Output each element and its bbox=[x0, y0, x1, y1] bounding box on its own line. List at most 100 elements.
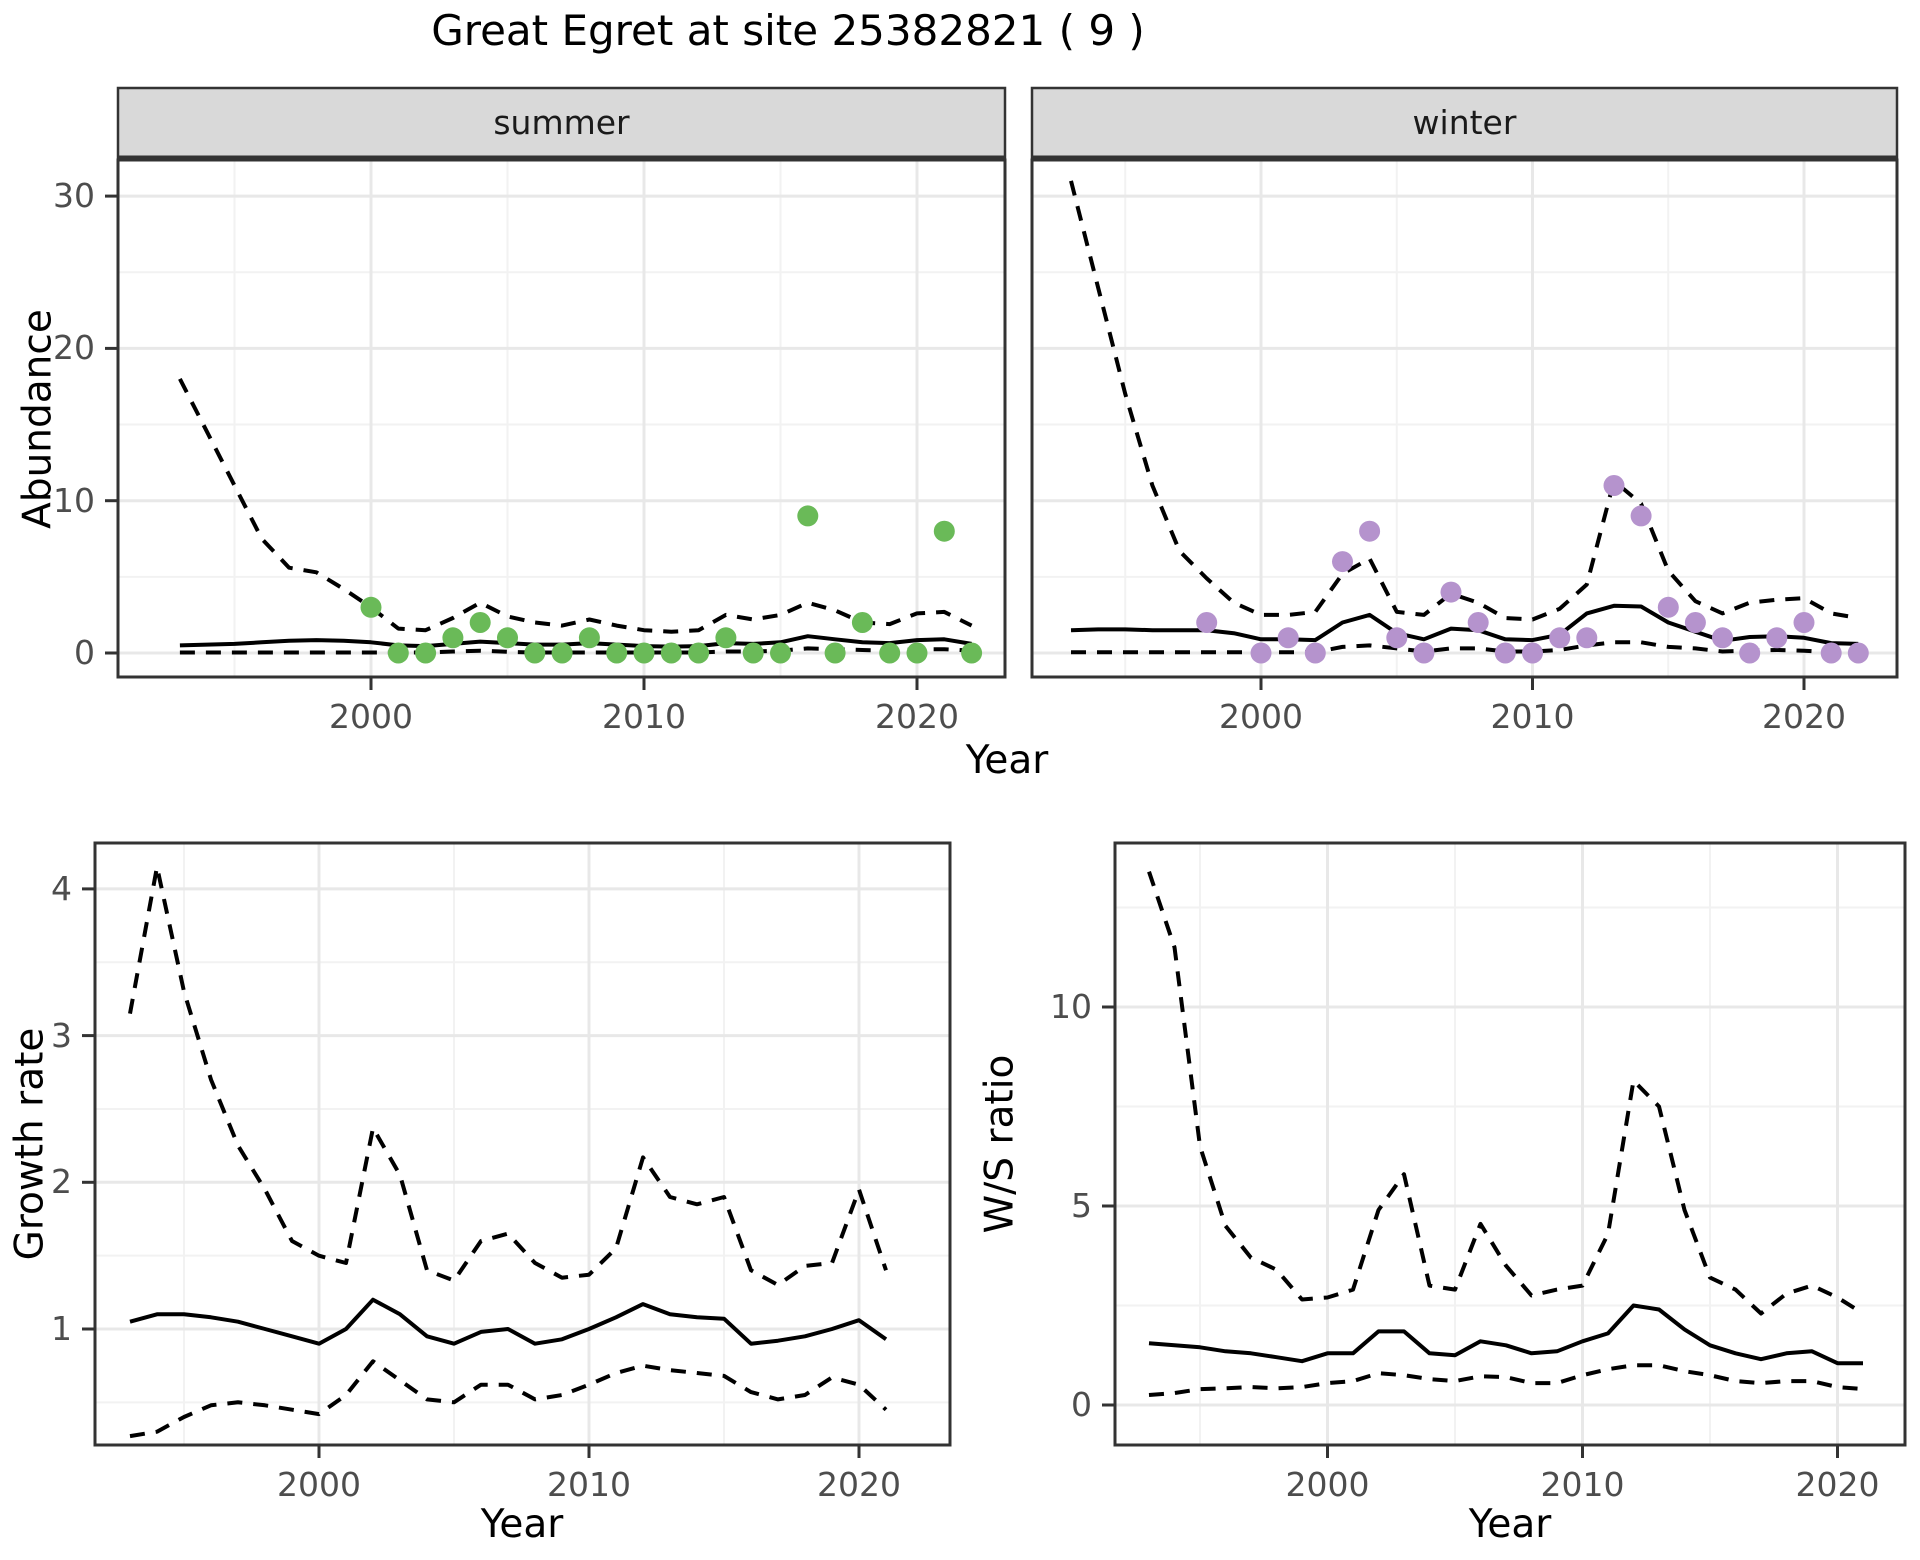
panel-background bbox=[1032, 160, 1897, 677]
lower-dashed-line bbox=[1148, 1363, 1864, 1397]
observation-point bbox=[851, 612, 873, 633]
panel-border bbox=[1113, 841, 1907, 1447]
y-axis-title-growth-rate: Growth rate bbox=[7, 1027, 53, 1261]
x-tick-label: 2000 bbox=[1219, 697, 1303, 736]
observation-point bbox=[497, 627, 518, 649]
observation-point bbox=[524, 642, 546, 664]
observation-point bbox=[1766, 627, 1788, 649]
observation-point bbox=[360, 596, 382, 618]
facet-strip-label-winter: winter bbox=[1412, 103, 1517, 142]
series-group-ws bbox=[1147, 871, 1865, 1397]
observation-point bbox=[1793, 612, 1815, 633]
observation-point bbox=[1467, 612, 1489, 633]
observation-point bbox=[660, 642, 682, 664]
facet-strip-label-summer: summer bbox=[493, 103, 630, 142]
observation-point bbox=[961, 642, 983, 664]
panel-border bbox=[93, 841, 952, 1447]
upper-dashed-line bbox=[1069, 180, 1859, 622]
observation-point bbox=[1440, 581, 1462, 603]
observation-point bbox=[1657, 596, 1679, 618]
observation-point bbox=[1277, 627, 1299, 649]
observation-point bbox=[1304, 642, 1326, 664]
observation-point bbox=[551, 642, 573, 664]
series-group-summer bbox=[178, 377, 983, 664]
observation-point bbox=[442, 627, 464, 649]
x-axis-title-year-growth: Year bbox=[480, 1502, 564, 1547]
observation-point bbox=[1494, 642, 1516, 664]
y-tick-label: 30 bbox=[53, 176, 95, 216]
lower-dashed-line bbox=[129, 1359, 888, 1439]
upper-dashed-line bbox=[128, 864, 888, 1287]
y-tick-label: 10 bbox=[53, 480, 95, 520]
panel-background bbox=[95, 843, 950, 1445]
y-tick-label: 10 bbox=[1050, 987, 1092, 1026]
observation-point bbox=[1712, 627, 1733, 649]
series-group-growth bbox=[128, 864, 888, 1439]
median-solid-line bbox=[179, 634, 972, 649]
observation-point bbox=[606, 642, 628, 664]
observation-point bbox=[824, 642, 846, 664]
x-tick-label: 2020 bbox=[1795, 1465, 1880, 1504]
observation-point bbox=[387, 642, 409, 664]
facet-strip bbox=[116, 86, 1007, 160]
observation-point bbox=[1359, 520, 1381, 542]
y-tick-label: 5 bbox=[1071, 1186, 1092, 1225]
upper-dashed-line bbox=[1147, 871, 1865, 1316]
x-axis-title-year-top: Year bbox=[965, 738, 1049, 783]
observation-point bbox=[633, 642, 655, 664]
observation-point bbox=[715, 627, 737, 649]
panel-background bbox=[118, 160, 1005, 677]
y-tick-label: 3 bbox=[51, 1015, 72, 1055]
y-tick-label: 0 bbox=[74, 633, 95, 672]
x-tick-label: 2010 bbox=[547, 1465, 631, 1504]
x-tick-label: 2010 bbox=[1490, 697, 1575, 736]
observation-point bbox=[1413, 642, 1435, 664]
observation-point bbox=[1386, 627, 1408, 649]
observation-point bbox=[1549, 627, 1571, 649]
x-tick-label: 2020 bbox=[1762, 697, 1846, 736]
median-solid-line bbox=[1148, 1303, 1863, 1366]
observation-point bbox=[1820, 642, 1842, 664]
x-tick-label: 2010 bbox=[602, 697, 686, 736]
observation-point bbox=[1522, 642, 1543, 664]
x-tick-label: 2000 bbox=[277, 1465, 361, 1504]
y-tick-label: 0 bbox=[1071, 1385, 1092, 1424]
observation-point bbox=[1847, 642, 1869, 664]
x-axis-title-year-ws: Year bbox=[1468, 1502, 1552, 1547]
observation-point bbox=[770, 642, 791, 664]
x-tick-label: 2010 bbox=[1540, 1465, 1625, 1504]
x-tick-label: 2000 bbox=[329, 697, 413, 736]
observation-point bbox=[906, 642, 928, 664]
y-tick-label: 20 bbox=[53, 328, 95, 368]
observation-point bbox=[578, 627, 600, 649]
observation-point bbox=[1250, 642, 1272, 664]
observation-point bbox=[1196, 612, 1218, 633]
x-tick-label: 2020 bbox=[875, 697, 959, 736]
median-solid-line bbox=[129, 1297, 888, 1346]
observation-point bbox=[1576, 627, 1598, 649]
y-tick-label: 4 bbox=[51, 868, 72, 908]
lower-dashed-line bbox=[1071, 640, 1859, 655]
observation-point bbox=[415, 642, 437, 664]
facet-strip bbox=[1030, 86, 1899, 160]
x-tick-label: 2000 bbox=[1285, 1465, 1370, 1504]
y-tick-label: 1 bbox=[51, 1309, 72, 1348]
series-group-winter bbox=[1069, 180, 1869, 664]
observation-point bbox=[879, 642, 901, 664]
plot-title: Great Egret at site 25382821 ( 9 ) bbox=[431, 6, 1145, 55]
observation-point bbox=[688, 642, 710, 664]
observation-point bbox=[1603, 475, 1625, 496]
observation-point bbox=[933, 520, 955, 542]
observation-point bbox=[797, 505, 819, 527]
observation-point bbox=[742, 642, 764, 664]
observation-point bbox=[1332, 551, 1353, 573]
y-tick-label: 2 bbox=[51, 1162, 72, 1202]
observation-point bbox=[469, 612, 491, 633]
observation-point bbox=[1739, 642, 1761, 664]
upper-dashed-line bbox=[178, 377, 973, 634]
observation-point bbox=[1684, 612, 1706, 633]
observation-point bbox=[1630, 505, 1652, 527]
x-tick-label: 2020 bbox=[817, 1465, 901, 1504]
